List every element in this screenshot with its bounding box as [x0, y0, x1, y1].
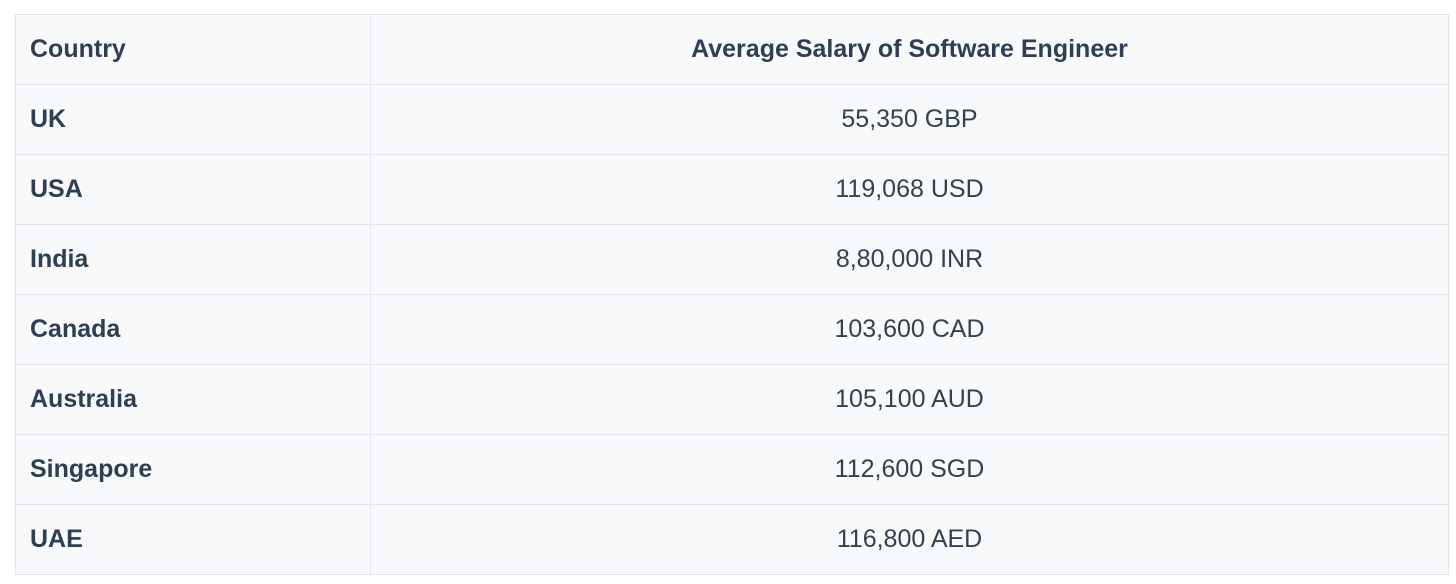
country-cell: UAE: [15, 504, 371, 575]
table-header: Country Average Salary of Software Engin…: [15, 14, 1449, 85]
column-header-salary: Average Salary of Software Engineer: [370, 14, 1449, 85]
salary-cell: 8,80,000 INR: [370, 224, 1449, 295]
country-cell: Australia: [15, 364, 371, 435]
table-row: Australia 105,100 AUD: [15, 364, 1449, 435]
country-cell: Singapore: [15, 434, 371, 505]
salary-cell: 112,600 SGD: [370, 434, 1449, 505]
country-cell: UK: [15, 84, 371, 155]
table-body: UK 55,350 GBP USA 119,068 USD India 8,80…: [15, 84, 1449, 575]
salary-cell: 116,800 AED: [370, 504, 1449, 575]
column-header-country: Country: [15, 14, 371, 85]
salary-cell: 55,350 GBP: [370, 84, 1449, 155]
table-row: Singapore 112,600 SGD: [15, 434, 1449, 505]
salary-table-container: Country Average Salary of Software Engin…: [15, 14, 1449, 575]
header-row: Country Average Salary of Software Engin…: [15, 14, 1449, 85]
table-row: UK 55,350 GBP: [15, 84, 1449, 155]
salary-cell: 103,600 CAD: [370, 294, 1449, 365]
salary-cell: 105,100 AUD: [370, 364, 1449, 435]
country-cell: Canada: [15, 294, 371, 365]
table-row: India 8,80,000 INR: [15, 224, 1449, 295]
table-row: UAE 116,800 AED: [15, 504, 1449, 575]
table-row: Canada 103,600 CAD: [15, 294, 1449, 365]
salary-cell: 119,068 USD: [370, 154, 1449, 225]
table-row: USA 119,068 USD: [15, 154, 1449, 225]
salary-table: Country Average Salary of Software Engin…: [15, 14, 1449, 575]
country-cell: India: [15, 224, 371, 295]
country-cell: USA: [15, 154, 371, 225]
